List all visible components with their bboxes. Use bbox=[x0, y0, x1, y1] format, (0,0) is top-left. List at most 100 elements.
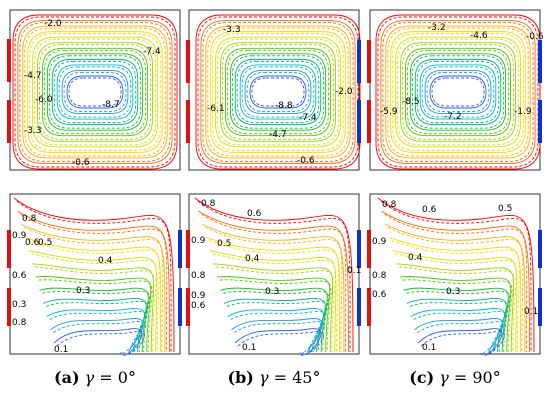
heater-strip-top bbox=[367, 230, 371, 268]
isotherm bbox=[53, 328, 143, 355]
isotherm bbox=[35, 276, 152, 353]
streamline bbox=[400, 42, 516, 142]
contour-label: 0.5 bbox=[217, 239, 231, 249]
streamline-plot-a: -2.0 -7.4 -4.7 -8.7 -6.0 -3.3 -0.6 bbox=[7, 9, 181, 171]
caption-equals: = bbox=[268, 368, 293, 387]
cooler-strip-top bbox=[357, 40, 361, 83]
isotherm-dashed bbox=[42, 290, 150, 353]
isotherm bbox=[24, 237, 162, 353]
streamline bbox=[32, 36, 158, 148]
contour-label: -2.0 bbox=[335, 87, 353, 97]
contour-label: 0.9 bbox=[12, 231, 27, 241]
contour-label: 0.1 bbox=[524, 307, 538, 317]
streamline bbox=[46, 53, 144, 131]
streamline bbox=[375, 14, 541, 170]
streamline bbox=[225, 47, 331, 137]
contour-label: -8.7 bbox=[102, 100, 120, 110]
heater-strip-bottom bbox=[367, 288, 371, 326]
streamline-dashed bbox=[63, 72, 127, 112]
isotherm-contours bbox=[377, 197, 535, 356]
streamline-dashed bbox=[39, 44, 151, 140]
streamline-dashed bbox=[48, 55, 142, 129]
isotherm bbox=[13, 197, 175, 353]
streamline bbox=[419, 64, 497, 120]
contour-label: 0.8 bbox=[382, 200, 397, 210]
isotherm bbox=[46, 308, 145, 353]
contour-label: -4.7 bbox=[24, 71, 42, 81]
streamline bbox=[200, 20, 356, 164]
streamline-dashed bbox=[14, 16, 176, 168]
plot-frame bbox=[188, 9, 360, 171]
contour-label: 0.8 bbox=[12, 318, 27, 328]
streamline bbox=[385, 25, 531, 159]
streamline bbox=[380, 20, 536, 164]
isotherm-dashed bbox=[20, 213, 168, 353]
caption-equals: = bbox=[448, 368, 473, 387]
streamline-dashed bbox=[431, 77, 485, 107]
isotherm-plot-c: 0.8 0.6 0.5 0.9 0.4 0.8 0.6 0.3 0.1 0.1 bbox=[367, 193, 542, 356]
isotherm-dashed bbox=[226, 300, 328, 353]
heater-strip-bottom bbox=[186, 100, 190, 143]
isotherm bbox=[194, 197, 354, 353]
isotherm-dashed bbox=[391, 240, 520, 353]
streamline bbox=[215, 36, 341, 148]
streamline-plot-b: -3.3 -6.1 -8.8 -2.0 -7.4 -4.7 -0.6 bbox=[186, 9, 361, 171]
contour-label: -2.0 bbox=[44, 19, 62, 29]
heater-strip-bottom bbox=[7, 288, 11, 326]
contour-label: -0.6 bbox=[72, 158, 90, 168]
caption-tag: (c) bbox=[409, 368, 435, 387]
contour-label: 0.9 bbox=[372, 237, 387, 247]
isotherm-dashed bbox=[406, 290, 510, 353]
caption-symbol: γ bbox=[84, 368, 95, 387]
cooler-strip-top bbox=[357, 230, 361, 268]
isotherm-panel-c: 0.8 0.6 0.5 0.9 0.4 0.8 0.6 0.3 0.1 0.1 bbox=[367, 193, 542, 356]
streamline-dashed bbox=[397, 38, 519, 146]
caption-c: (c) γ = 90° bbox=[375, 368, 535, 387]
plot-frame bbox=[369, 193, 541, 355]
streamline bbox=[51, 58, 139, 126]
streamline-panel-a: -2.0 -7.4 -4.7 -8.7 -6.0 -3.3 -0.6 bbox=[7, 9, 181, 171]
isotherm-dashed bbox=[420, 331, 506, 356]
cooler-strip-bottom bbox=[357, 100, 361, 143]
isotherm-dashed bbox=[56, 331, 146, 356]
streamline-panel-c: -3.2 -4.6 -0.6 -8.5 -5.9 -7.2 -1.9 bbox=[367, 9, 544, 171]
streamline bbox=[234, 58, 322, 126]
isotherm-dashed bbox=[53, 321, 146, 353]
heater-strip-top bbox=[367, 40, 371, 83]
streamline-dashed bbox=[426, 72, 490, 112]
cooler-strip-bottom bbox=[178, 288, 182, 326]
contour-label: -0.6 bbox=[297, 156, 315, 166]
isotherm-dashed bbox=[417, 321, 506, 353]
streamline-dashed bbox=[246, 72, 310, 112]
isotherm bbox=[213, 263, 334, 353]
streamline-dashed bbox=[202, 22, 354, 162]
streamline-dashed bbox=[68, 77, 122, 107]
plot-frame bbox=[188, 193, 360, 355]
streamline bbox=[210, 31, 346, 153]
isotherm-dashed bbox=[35, 266, 155, 353]
isotherm-dashed bbox=[234, 321, 325, 353]
isotherm bbox=[202, 223, 345, 353]
isotherm-contours bbox=[13, 197, 175, 356]
contour-label: 0.8 bbox=[201, 199, 216, 209]
isotherm bbox=[417, 328, 503, 355]
contour-label: 0.1 bbox=[54, 345, 68, 355]
streamline bbox=[244, 70, 312, 114]
isotherm bbox=[209, 250, 337, 353]
isotherm-dashed bbox=[380, 200, 532, 353]
isotherm bbox=[17, 210, 170, 353]
contour-label: -8.5 bbox=[402, 97, 420, 107]
contour-label: -0.6 bbox=[526, 32, 544, 42]
contour-label: 0.4 bbox=[98, 256, 113, 266]
isotherm bbox=[198, 210, 349, 353]
contour-label: 0.5 bbox=[38, 238, 52, 248]
streamline bbox=[229, 53, 327, 131]
isotherm-dashed bbox=[395, 253, 517, 353]
streamline-dashed bbox=[411, 55, 505, 129]
streamline-dashed bbox=[387, 27, 529, 157]
caption-tag: (b) bbox=[227, 368, 254, 387]
streamline-dashed bbox=[251, 77, 305, 107]
isotherm-dashed bbox=[27, 240, 160, 353]
isotherm-dashed bbox=[384, 213, 528, 353]
isotherm-dashed bbox=[45, 300, 149, 353]
